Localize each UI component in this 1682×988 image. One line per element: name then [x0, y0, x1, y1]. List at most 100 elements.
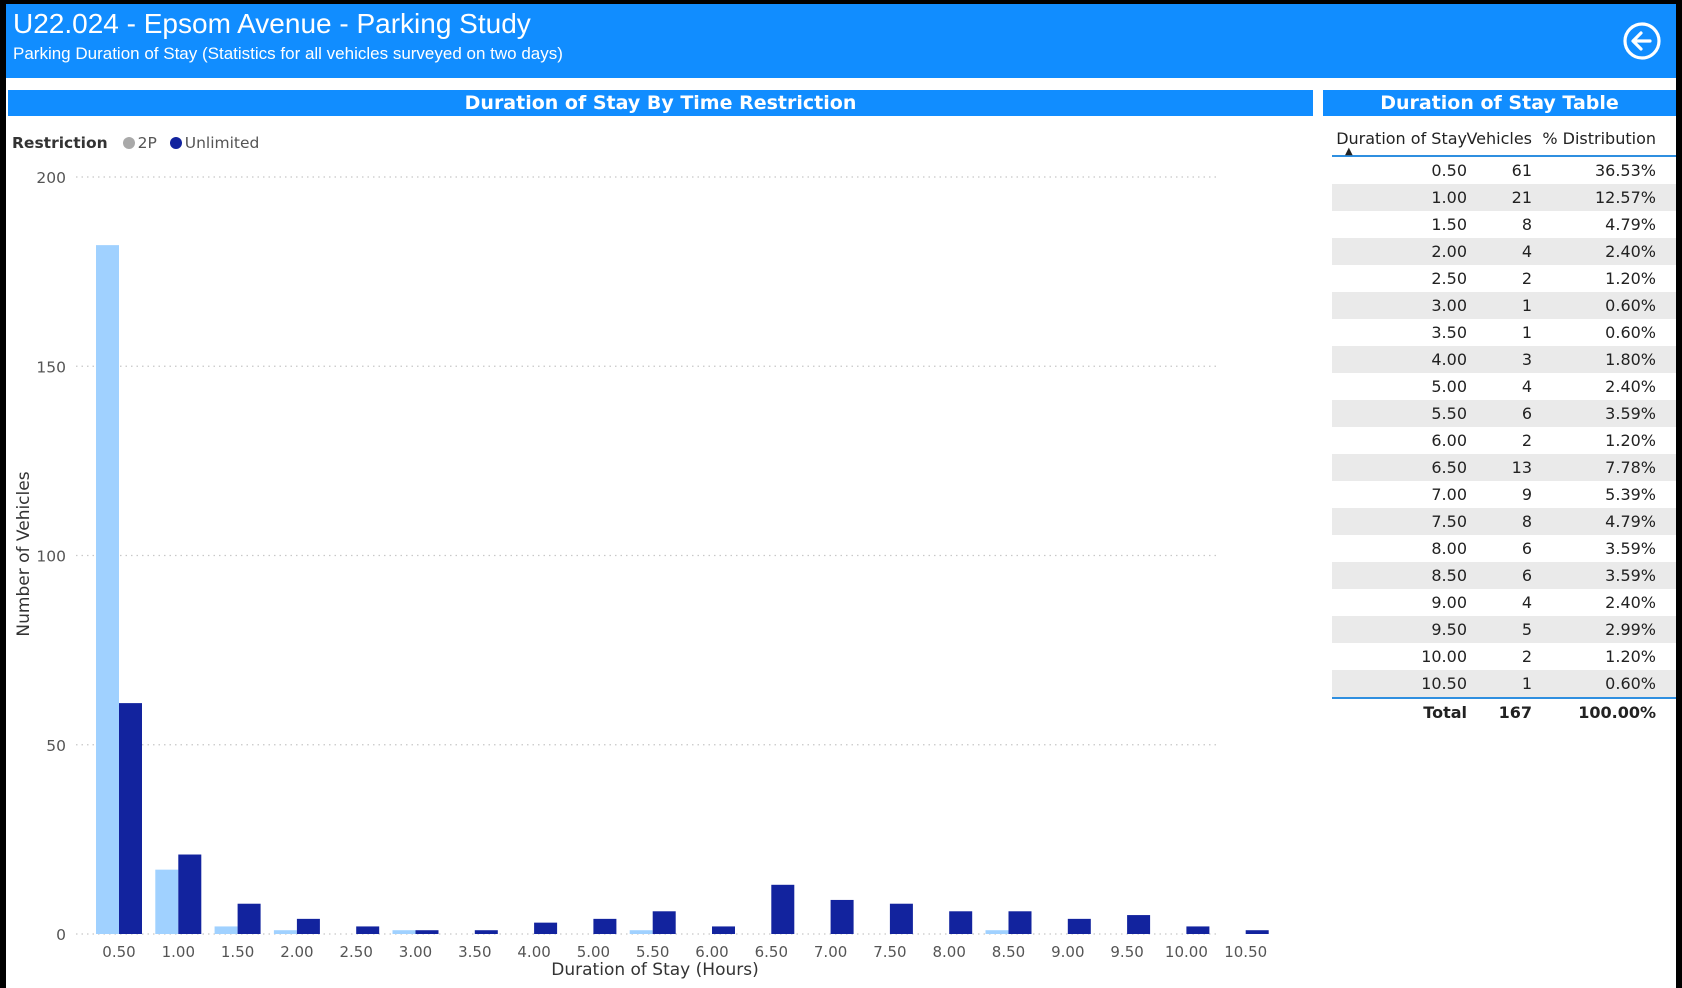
bar-unlimited-7.50: [889, 903, 913, 934]
x-tick-label: 0.50: [102, 943, 135, 961]
table-row[interactable]: 5.00 4 2.40%: [1332, 373, 1676, 400]
x-tick-label: 7.50: [873, 943, 906, 961]
table-row[interactable]: 7.50 8 4.79%: [1332, 508, 1676, 535]
x-tick-label: 3.00: [399, 943, 432, 961]
total-label: Total: [1423, 703, 1467, 722]
table-row[interactable]: 9.50 5 2.99%: [1332, 616, 1676, 643]
bar-unlimited-9.00: [1067, 918, 1091, 934]
distribution-cell: 0.60%: [1605, 296, 1656, 315]
x-tick-label: 9.00: [1051, 943, 1084, 961]
table-row[interactable]: 6.50 13 7.78%: [1332, 454, 1676, 481]
bar-chart: 0 50 100 150 200 0.50 1.00 1.50 2.00 2.50 3.00 3.5…: [14, 169, 1269, 980]
duration-cell: 5.50: [1431, 404, 1467, 423]
vehicles-cell: 4: [1521, 242, 1532, 261]
x-tick-label: 8.00: [932, 943, 965, 961]
distribution-cell: 36.53%: [1594, 161, 1656, 180]
duration-cell: 2.00: [1431, 242, 1467, 261]
vehicles-cell: 1: [1521, 323, 1532, 342]
sort-ascending-icon[interactable]: ▲: [1345, 146, 1353, 157]
legend-label: Unlimited: [184, 134, 260, 152]
bar-2p-2.00: [273, 930, 297, 934]
duration-cell: 2.50: [1431, 269, 1467, 288]
duration-cell: 1.00: [1431, 188, 1467, 207]
legend-item-unlimited[interactable]: Unlimited: [169, 134, 260, 152]
bar-unlimited-8.50: [1008, 911, 1032, 934]
distribution-cell: 4.79%: [1605, 215, 1656, 234]
x-tick-label: 6.00: [695, 943, 728, 961]
duration-cell: 6.50: [1431, 458, 1467, 477]
x-tick-label: 5.50: [636, 943, 669, 961]
page-subtitle: Parking Duration of Stay (Statistics for…: [13, 44, 563, 63]
x-axis-label: Duration of Stay (Hours): [551, 960, 758, 980]
vehicles-cell: 3: [1521, 350, 1532, 369]
table-row[interactable]: 1.50 8 4.79%: [1332, 211, 1676, 238]
duration-cell: 0.50: [1431, 161, 1467, 180]
table-row[interactable]: 8.00 6 3.59%: [1332, 535, 1676, 562]
bar-2p-5.50: [629, 930, 653, 934]
distribution-cell: 7.78%: [1605, 458, 1656, 477]
x-tick-label: 4.00: [517, 943, 550, 961]
table-row[interactable]: 10.00 2 1.20%: [1332, 643, 1676, 670]
vehicles-cell: 6: [1521, 566, 1532, 585]
chart-legend: Restriction 2P Unlimited: [12, 134, 267, 152]
x-tick-label: 2.00: [280, 943, 313, 961]
bar-unlimited-10.00: [1186, 926, 1210, 934]
back-button[interactable]: [1618, 17, 1666, 65]
duration-cell: 7.50: [1431, 512, 1467, 531]
table-row[interactable]: 1.00 21 12.57%: [1332, 184, 1676, 211]
table-row[interactable]: 3.00 1 0.60%: [1332, 292, 1676, 319]
table-row[interactable]: 7.00 9 5.39%: [1332, 481, 1676, 508]
table-row[interactable]: 3.50 1 0.60%: [1332, 319, 1676, 346]
table-row[interactable]: 2.50 2 1.20%: [1332, 265, 1676, 292]
column-header-vehicles[interactable]: Vehicles: [1466, 129, 1532, 148]
duration-cell: 3.00: [1431, 296, 1467, 315]
vehicles-cell: 6: [1521, 404, 1532, 423]
bar-unlimited-3.50: [474, 930, 498, 934]
table-row[interactable]: 8.50 6 3.59%: [1332, 562, 1676, 589]
duration-cell: 3.50: [1431, 323, 1467, 342]
x-tick-label: 1.50: [221, 943, 254, 961]
table-row[interactable]: 4.00 3 1.80%: [1332, 346, 1676, 373]
distribution-cell: 0.60%: [1605, 674, 1656, 693]
vehicles-cell: 6: [1521, 539, 1532, 558]
vehicles-cell: 1: [1521, 674, 1532, 693]
table-row[interactable]: 0.50 61 36.53%: [1332, 157, 1676, 184]
duration-cell: 10.00: [1421, 647, 1467, 666]
column-header-duration[interactable]: Duration of Stay: [1336, 129, 1467, 148]
chart-gridlines: [76, 176, 1216, 935]
chart-title: Duration of Stay By Time Restriction: [8, 90, 1313, 116]
distribution-cell: 2.40%: [1605, 593, 1656, 612]
table-row[interactable]: 5.50 6 3.59%: [1332, 400, 1676, 427]
duration-table: Duration of Stay Vehicles % Distribution…: [1332, 124, 1676, 726]
x-tick-label: 10.00: [1165, 943, 1208, 961]
duration-cell: 9.50: [1431, 620, 1467, 639]
duration-cell: 8.50: [1431, 566, 1467, 585]
duration-cell: 9.00: [1431, 593, 1467, 612]
vehicles-cell: 8: [1521, 512, 1532, 531]
report-page: U22.024 - Epsom Avenue - Parking Study P…: [6, 4, 1676, 988]
bar-unlimited-8.00: [949, 911, 973, 934]
table-row[interactable]: 9.00 4 2.40%: [1332, 589, 1676, 616]
table-row[interactable]: 10.50 1 0.60%: [1332, 670, 1676, 697]
column-header-distribution[interactable]: % Distribution: [1542, 129, 1656, 148]
table-row[interactable]: 6.00 2 1.20%: [1332, 427, 1676, 454]
x-tick-label: 9.50: [1110, 943, 1143, 961]
distribution-cell: 1.80%: [1605, 350, 1656, 369]
y-tick-label: 0: [56, 926, 66, 944]
table-row[interactable]: 2.00 4 2.40%: [1332, 238, 1676, 265]
bar-unlimited-6.50: [771, 884, 795, 934]
vehicles-cell: 1: [1521, 296, 1532, 315]
bar-2p-3.00: [392, 930, 416, 934]
vehicles-cell: 21: [1511, 188, 1532, 207]
table-body: 0.50 61 36.53% 1.00 21 12.57% 1.50 8 4.79% 2.00 4 2…: [1332, 155, 1676, 699]
distribution-cell: 2.40%: [1605, 242, 1656, 261]
distribution-cell: 2.99%: [1605, 620, 1656, 639]
table-title: Duration of Stay Table: [1323, 90, 1676, 116]
chart-bars: [96, 245, 1269, 934]
distribution-cell: 1.20%: [1605, 269, 1656, 288]
bar-unlimited-5.50: [652, 911, 676, 934]
legend-item-2p[interactable]: 2P: [122, 134, 162, 152]
distribution-cell: 3.59%: [1605, 566, 1656, 585]
distribution-cell: 5.39%: [1605, 485, 1656, 504]
bar-unlimited-2.50: [356, 926, 380, 934]
